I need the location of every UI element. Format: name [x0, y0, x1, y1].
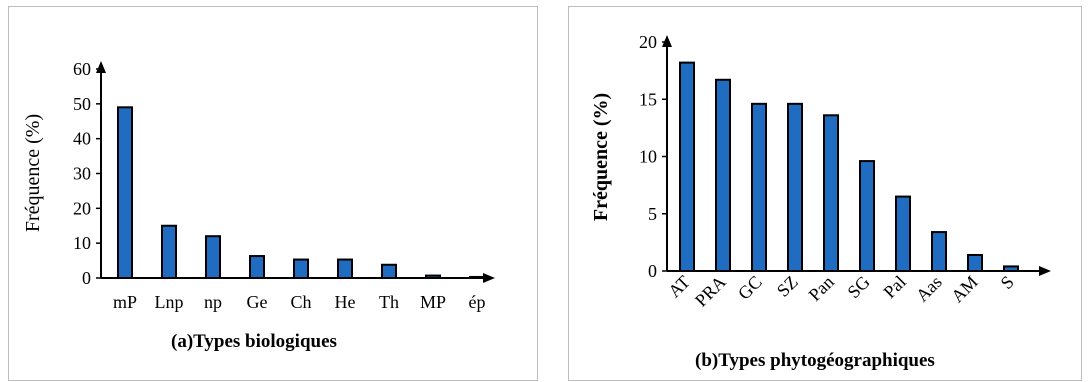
- chart-0-x-tick-label: Ge: [247, 292, 268, 312]
- chart-0-y-tick-label: 40: [73, 129, 91, 149]
- chart-0-x-axis-arrow: [483, 273, 495, 283]
- chart-1-y-tick-label: 10: [639, 147, 657, 167]
- chart-0-bar-Lnp: [161, 224, 177, 279]
- chart-1-x-tick-label: AM: [947, 272, 982, 307]
- chart-1-x-tick-label: Pan: [805, 272, 838, 305]
- chart-0-y-tick-label: 0: [82, 268, 91, 288]
- chart-0-bar-Ge: [249, 255, 265, 279]
- chart-1-bar-SG: [859, 160, 875, 272]
- chart-0-x-tick-label: mP: [113, 292, 137, 312]
- chart-1-x-tick-label: S: [997, 272, 1018, 293]
- chart-0-x-tick-label: ép: [469, 292, 486, 312]
- chart-0-y-tick-label: 30: [73, 164, 91, 184]
- chart-1-y-tick-label: 20: [639, 32, 657, 52]
- chart-0-bar-MP: [425, 274, 441, 280]
- chart-0-x-tick-label: np: [204, 292, 222, 312]
- chart-0-y-tick-label: 10: [73, 233, 91, 253]
- chart-1-bar-SZ: [787, 102, 803, 272]
- chart-panel-phytogeographic-types: 0 5 10 15 20 Fréquence (%) AT PRA GC SZ Pan SG Pal Aa…: [568, 6, 1082, 381]
- chart-1-bar-Pal: [895, 195, 911, 272]
- chart-a-caption: (a)Types biologiques: [171, 331, 337, 352]
- chart-1-y-axis-arrow: [662, 35, 672, 47]
- chart-1-y-tick-label: 0: [648, 261, 657, 281]
- chart-0-x-tick-label: Lnp: [155, 292, 184, 312]
- chart-0-x-tick-label: He: [335, 292, 356, 312]
- chart-0-y-tick-label: 50: [73, 94, 91, 114]
- chart-panel-biological-types: 0 10 20 30 40 50 60 Fréquence (%) mP Lnp np Ge Ch He T…: [8, 6, 538, 381]
- chart-b-caption: (b)Types phytogéographiques: [695, 350, 935, 371]
- chart-0-x-tick-label: Ch: [290, 292, 311, 312]
- chart-1-bar-S: [1003, 265, 1019, 273]
- chart-1-bar-AM: [967, 253, 983, 273]
- chart-0-x-tick-label: Th: [379, 292, 399, 312]
- chart-1-x-tick-label: PRA: [691, 272, 730, 311]
- chart-0-bar-Ch: [293, 258, 309, 279]
- chart-0-y-axis-title: Fréquence (%): [22, 114, 44, 232]
- chart-1-y-axis-title: Fréquence (%): [590, 93, 612, 221]
- chart-1-bar-Aas: [931, 231, 947, 273]
- chart-1-x-tick-label: SZ: [773, 272, 802, 301]
- chart-0-y-tick-label: 60: [73, 59, 91, 79]
- chart-1-x-tick-label: Pal: [879, 272, 909, 302]
- chart-0-bar-mP: [117, 106, 133, 279]
- chart-0-bar-ép: [469, 275, 485, 279]
- chart-1-x-tick-label: SG: [843, 272, 873, 302]
- chart-1-y-tick-label: 5: [648, 204, 657, 224]
- chart-0-bar-He: [337, 258, 353, 279]
- chart-0-y-tick-label: 20: [73, 198, 91, 218]
- chart-a-svg: 0 10 20 30 40 50 60 Fréquence (%) mP Lnp np Ge Ch He T…: [22, 59, 495, 312]
- chart-1-bar-AT: [679, 61, 695, 272]
- chart-0-bar-np: [205, 235, 221, 279]
- chart-1-bar-GC: [751, 102, 767, 272]
- chart-1-bar-Pan: [823, 114, 839, 272]
- chart-1-x-tick-label: Aas: [912, 272, 946, 306]
- chart-0-bar-Th: [381, 263, 397, 280]
- chart-1-x-tick-label: GC: [734, 272, 766, 304]
- chart-1-x-axis-arrow: [1039, 266, 1051, 276]
- chart-1-y-tick-label: 15: [639, 89, 657, 109]
- chart-0-x-tick-label: MP: [420, 292, 446, 312]
- chart-1-bar-PRA: [715, 78, 731, 272]
- chart-1-x-tick-label: AT: [664, 272, 694, 302]
- chart-0-y-axis-arrow: [96, 61, 106, 73]
